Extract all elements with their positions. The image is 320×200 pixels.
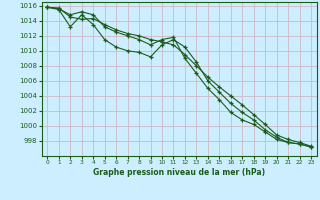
- X-axis label: Graphe pression niveau de la mer (hPa): Graphe pression niveau de la mer (hPa): [93, 168, 265, 177]
